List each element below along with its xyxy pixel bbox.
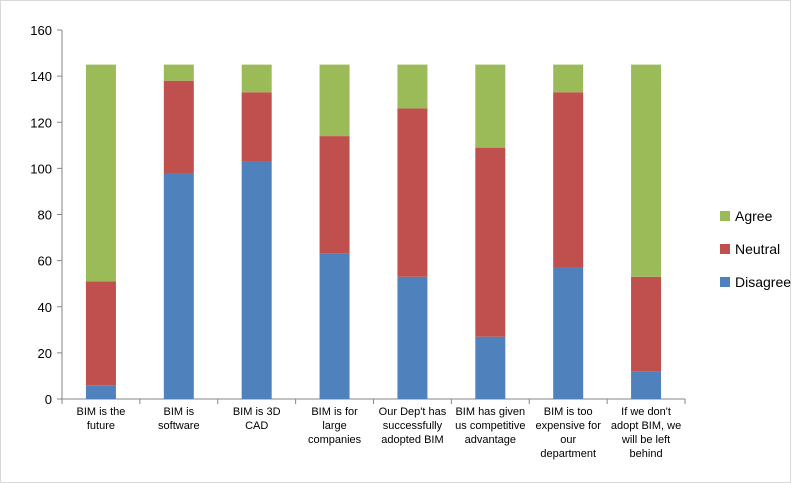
legend-label: Disagree — [735, 274, 791, 290]
legend-swatch — [720, 211, 730, 221]
bar-segment — [475, 64, 506, 148]
bar-segment — [397, 276, 428, 399]
bar-segment — [631, 276, 662, 372]
label-line: adopt BIM, we — [611, 420, 681, 432]
y-tick-label: 0 — [45, 392, 52, 407]
y-tick-label: 100 — [30, 161, 52, 176]
label-line: expensive for — [535, 420, 601, 432]
x-tick-label: Our Dep't has successfully adopted BIM — [379, 406, 447, 446]
label-line: advantage — [465, 434, 516, 446]
y-tick-label: 60 — [38, 254, 52, 269]
label-line: large — [322, 420, 346, 432]
bar-segment — [163, 64, 194, 81]
x-tick-label: BIM is software — [158, 406, 200, 432]
label-line: BIM has given — [455, 406, 525, 418]
x-tick-label: BIM is too expensive for our department — [535, 406, 601, 460]
y-tick-label: 120 — [30, 115, 52, 130]
label-line: BIM is the — [76, 406, 125, 418]
label-line: future — [87, 420, 115, 432]
label-line: us competitive — [455, 420, 525, 432]
label-line: BIM is 3D — [233, 406, 281, 418]
label-line: BIM is too — [544, 406, 593, 418]
bar-segment — [241, 92, 272, 162]
label-line: department — [540, 448, 596, 460]
bar-segment — [553, 64, 584, 93]
bar-segment — [475, 336, 506, 399]
label-line: If we don't — [621, 406, 671, 418]
x-tick-label: If we don't adopt BIM, we will be left behi… — [611, 406, 681, 460]
legend-swatch — [720, 244, 730, 254]
legend-swatch — [720, 277, 730, 287]
label-line: behind — [630, 448, 663, 460]
bar-segment — [475, 147, 506, 337]
legend-label: Neutral — [735, 241, 780, 257]
label-line: CAD — [245, 420, 268, 432]
y-tick-label: 20 — [38, 346, 52, 361]
bar-segment — [631, 64, 662, 277]
bar-segment — [397, 64, 428, 109]
bar-segment — [163, 80, 194, 173]
label-line: companies — [308, 434, 362, 446]
label-line: BIM is for — [311, 406, 358, 418]
bar-segment — [319, 253, 350, 399]
y-tick-label: 160 — [30, 23, 52, 38]
bar-segment — [85, 281, 116, 386]
label-line: will be left — [621, 434, 670, 446]
bar-segment — [241, 161, 272, 399]
y-tick-label: 40 — [38, 300, 52, 315]
bar-segment — [241, 64, 272, 93]
bar-segment — [553, 92, 584, 268]
x-tick-label: BIM is 3D CAD — [233, 406, 281, 432]
x-tick-label: BIM is for large companies — [308, 406, 362, 446]
y-tick-label: 80 — [38, 208, 52, 223]
label-line: our — [560, 434, 576, 446]
bar-segment — [553, 267, 584, 399]
bar-segment — [319, 64, 350, 137]
bar-segment — [85, 64, 116, 282]
y-tick-label: 140 — [30, 69, 52, 84]
x-tick-label: BIM is the future — [76, 406, 125, 432]
label-line: BIM is — [164, 406, 195, 418]
legend-label: Agree — [735, 208, 773, 224]
label-line: adopted BIM — [381, 434, 443, 446]
bar-segment — [85, 385, 116, 399]
label-line: software — [158, 420, 200, 432]
bar-segment — [163, 172, 194, 399]
label-line: Our Dep't has — [379, 406, 447, 418]
bar-segment — [631, 371, 662, 399]
x-tick-label: BIM has given us competitive advantage — [455, 406, 525, 446]
label-line: successfully — [383, 420, 443, 432]
bar-segment — [397, 108, 428, 277]
bar-segment — [319, 136, 350, 254]
